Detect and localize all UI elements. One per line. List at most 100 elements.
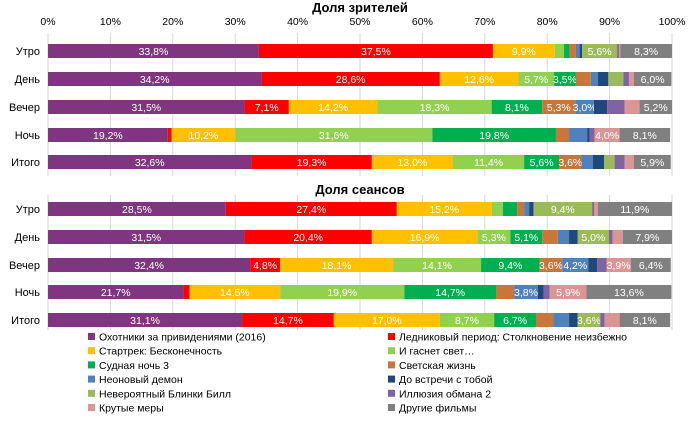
data-label: 5,1% <box>514 232 538 244</box>
data-label: 28,5% <box>122 204 152 216</box>
data-label: 9,4% <box>551 204 575 216</box>
bar-segment <box>581 155 593 169</box>
data-label: 3,9% <box>607 260 631 272</box>
data-label: 32,6% <box>135 157 165 169</box>
data-label: 5,3% <box>482 232 506 244</box>
bar-segment <box>529 202 534 216</box>
bar-segment <box>48 44 259 58</box>
data-label: 14,1% <box>422 260 452 272</box>
x-tick-label: 60% <box>412 16 433 28</box>
legend-label: Иллюзия обмана 2 <box>399 388 491 400</box>
bar-segment <box>432 128 556 142</box>
bar-segment <box>491 202 503 216</box>
data-label: 8,1% <box>633 130 657 142</box>
bar-segment <box>555 128 570 142</box>
bar-segment <box>244 100 289 114</box>
bar-segment <box>624 100 640 114</box>
data-label: 5,9% <box>556 287 580 299</box>
bar-segment <box>569 230 578 244</box>
bar-segment <box>543 285 550 299</box>
bar-segment <box>439 313 495 327</box>
bar-segment <box>592 202 594 216</box>
bar-segment <box>569 128 588 142</box>
data-label: 14,7% <box>435 287 465 299</box>
data-label: 33,8% <box>139 46 169 58</box>
bar-segment <box>225 202 397 216</box>
x-tick-label: 30% <box>225 16 246 28</box>
bar-segment <box>510 230 543 244</box>
legend-swatch <box>88 404 95 411</box>
bar-segment <box>235 128 433 142</box>
category-label: День <box>15 74 41 86</box>
data-label: 16,9% <box>410 232 440 244</box>
legend-label: Судная ночь 3 <box>99 360 169 372</box>
bar-segment <box>606 258 631 272</box>
bar-segment <box>554 44 565 58</box>
bar-segment <box>592 155 604 169</box>
bar-segment <box>250 258 281 272</box>
data-label: 18,1% <box>322 260 352 272</box>
x-tick-label: 0% <box>40 16 55 28</box>
bar-segment <box>48 258 251 272</box>
bar-segment <box>242 313 334 327</box>
bar-segment <box>557 230 570 244</box>
data-label: 11,9% <box>620 204 649 216</box>
bar-segment <box>575 72 591 86</box>
data-label: 3,6% <box>577 315 601 327</box>
bar-segment <box>48 100 245 114</box>
bar-segment <box>171 128 236 142</box>
legend-label: Стартрек: Бесконечность <box>99 346 223 358</box>
bar-segment <box>597 202 672 216</box>
bar-segment <box>524 202 530 216</box>
data-label: 8,1% <box>633 315 657 327</box>
bar-segment <box>251 155 372 169</box>
bar-segment <box>439 72 519 86</box>
bar-segment <box>630 258 671 272</box>
data-label: 3,0% <box>573 102 597 114</box>
bar-segment <box>607 100 625 114</box>
bar-segment <box>524 155 560 169</box>
chart-title: Доля сеансов <box>315 182 404 197</box>
data-label: 14,2% <box>318 102 348 114</box>
data-label: 19,3% <box>297 157 327 169</box>
data-label: 5,3% <box>547 102 571 114</box>
bar-segment <box>542 230 558 244</box>
bar-segment <box>288 100 378 114</box>
bar-segment <box>600 313 605 327</box>
x-tick-label: 100% <box>659 16 686 28</box>
legend-swatch <box>388 389 395 397</box>
legend-swatch <box>388 347 395 355</box>
bar-segment <box>48 285 184 299</box>
data-label: 10,2% <box>188 130 218 142</box>
bar-segment <box>588 258 598 272</box>
legend-swatch <box>388 333 395 340</box>
data-label: 8,3% <box>634 46 658 58</box>
bar-segment <box>494 313 536 327</box>
data-label: 18,3% <box>420 102 450 114</box>
bar-segment <box>48 230 245 244</box>
bar-segment <box>535 313 554 327</box>
data-label: 17,0% <box>372 315 402 327</box>
legend-swatch <box>88 347 95 355</box>
data-label: 13,6% <box>614 287 644 299</box>
data-label: 14,7% <box>273 315 303 327</box>
data-label: 3,5% <box>553 74 577 86</box>
x-tick-label: 90% <box>599 16 620 28</box>
data-label: 6,7% <box>503 315 527 327</box>
bar-segment <box>258 44 493 58</box>
bar-segment <box>481 258 540 272</box>
data-label: 11,4% <box>474 157 503 169</box>
bar-segment <box>564 44 570 58</box>
data-label: 3,6% <box>558 157 582 169</box>
data-label: 20,4% <box>293 232 323 244</box>
bar-segment <box>608 230 613 244</box>
bar-segment <box>371 230 478 244</box>
data-label: 8,1% <box>505 102 529 114</box>
bar-segment <box>562 258 589 272</box>
bar-segment <box>167 128 172 142</box>
legend-label: До встречи с тобой <box>399 374 493 386</box>
bar-segment <box>586 285 672 299</box>
data-label: 4,8% <box>253 260 277 272</box>
data-label: 9,9% <box>512 46 536 58</box>
